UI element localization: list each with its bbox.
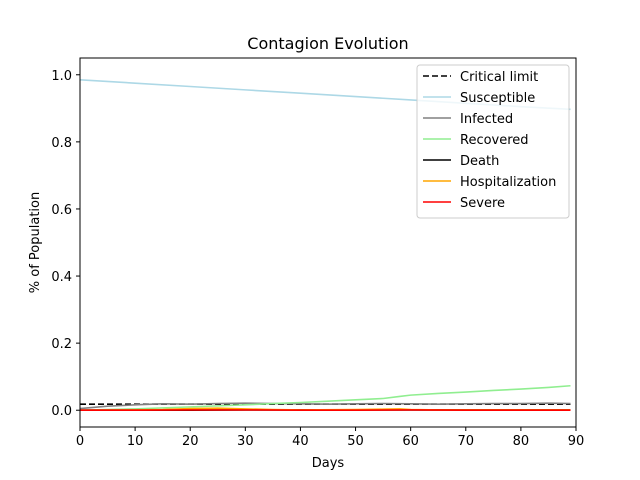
y-tick-label: 0.4 [51,270,72,285]
x-tick-label: 50 [347,434,364,449]
y-axis: 0.0 0.2 0.4 0.6 0.8 1.0 [51,69,80,419]
y-tick-label: 0.8 [51,136,72,151]
x-tick-label: 0 [76,434,84,449]
legend-label: Critical limit [460,70,538,85]
legend: Critical limit Susceptible Infected Recover… [416,64,570,219]
legend-label: Susceptible [460,91,535,106]
series-line-recovered [79,384,571,412]
x-tick-label: 40 [292,434,309,449]
legend-box [416,64,570,219]
x-axis: 0 10 20 30 40 50 60 70 80 90 [76,427,584,449]
y-tick-label: 1.0 [51,69,72,84]
y-axis-title: % of Population [28,192,43,293]
x-axis-title: Days [312,456,345,471]
plot-frame [79,57,577,428]
x-tick-label: 20 [182,434,199,449]
chart-title: Contagion Evolution [247,34,408,53]
x-tick-label: 30 [237,434,254,449]
legend-label: Infected [460,112,513,127]
series-layer [79,79,571,412]
legend-label: Recovered [460,133,529,148]
y-tick-label: 0.0 [51,404,72,419]
legend-label: Severe [460,196,505,211]
x-tick-label: 80 [513,434,530,449]
x-tick-label: 70 [458,434,475,449]
legend-label: Hospitalization [460,175,556,190]
y-tick-label: 0.2 [51,337,72,352]
x-tick-label: 10 [127,434,144,449]
legend-label: Death [460,154,499,169]
y-tick-label: 0.6 [51,203,72,218]
x-tick-label: 90 [568,434,585,449]
x-tick-label: 60 [402,434,419,449]
series-line-infected [79,402,571,410]
